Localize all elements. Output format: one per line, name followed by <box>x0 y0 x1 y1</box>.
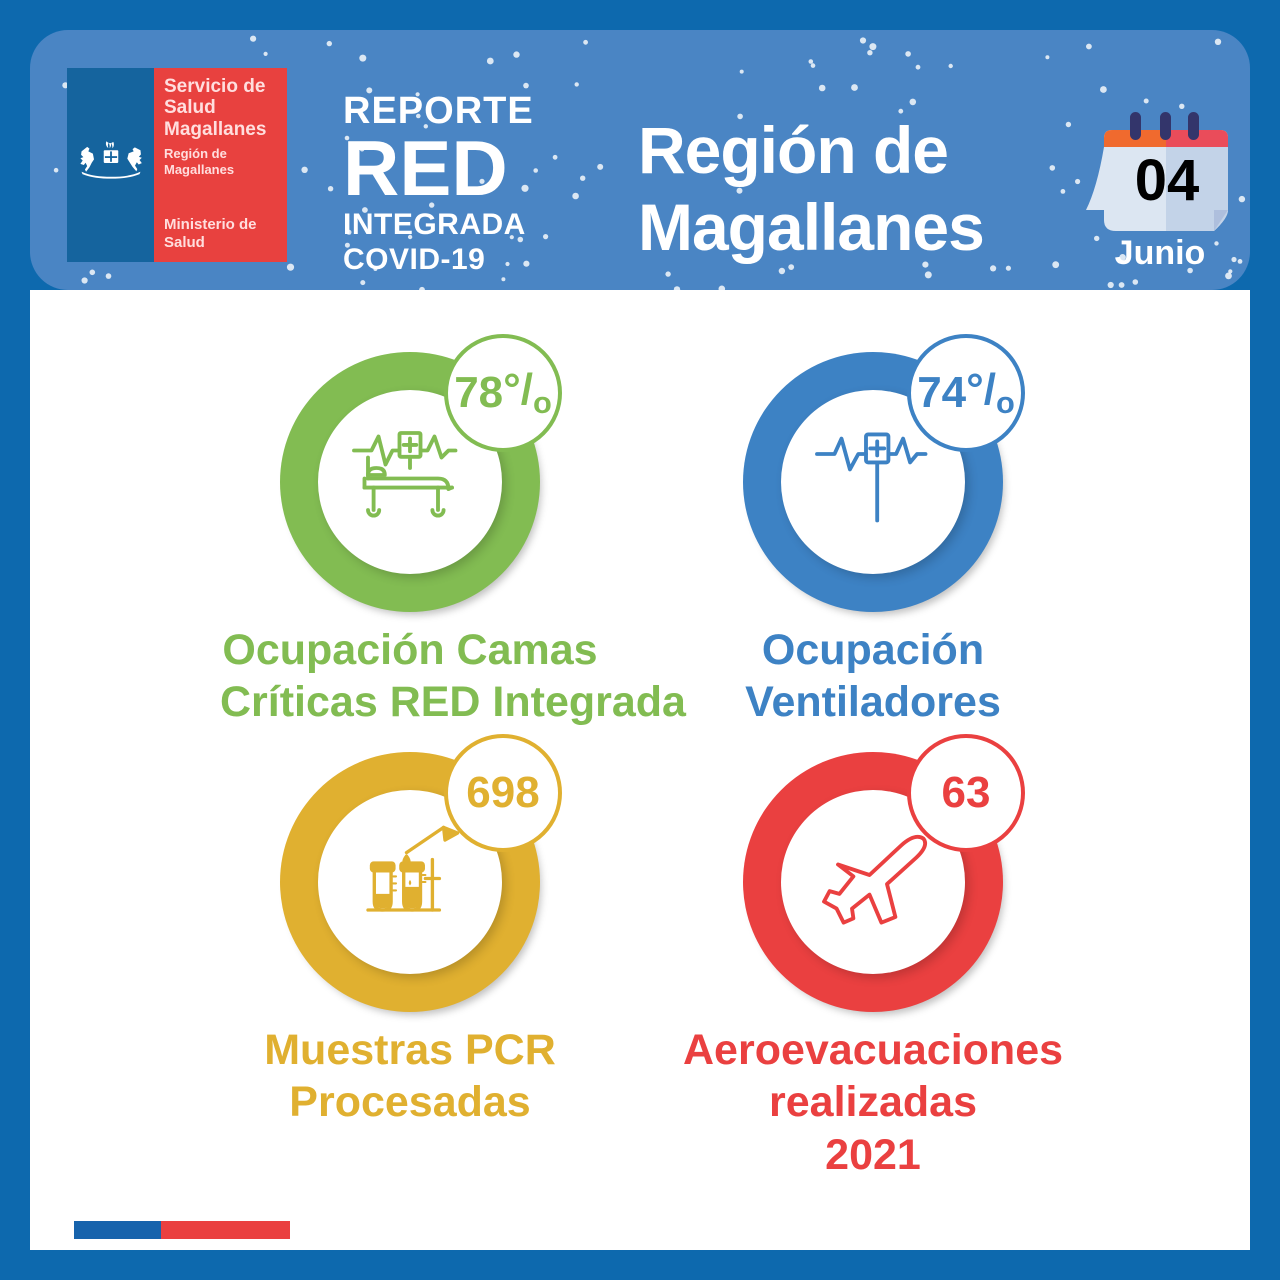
svg-text:04: 04 <box>1135 148 1200 213</box>
